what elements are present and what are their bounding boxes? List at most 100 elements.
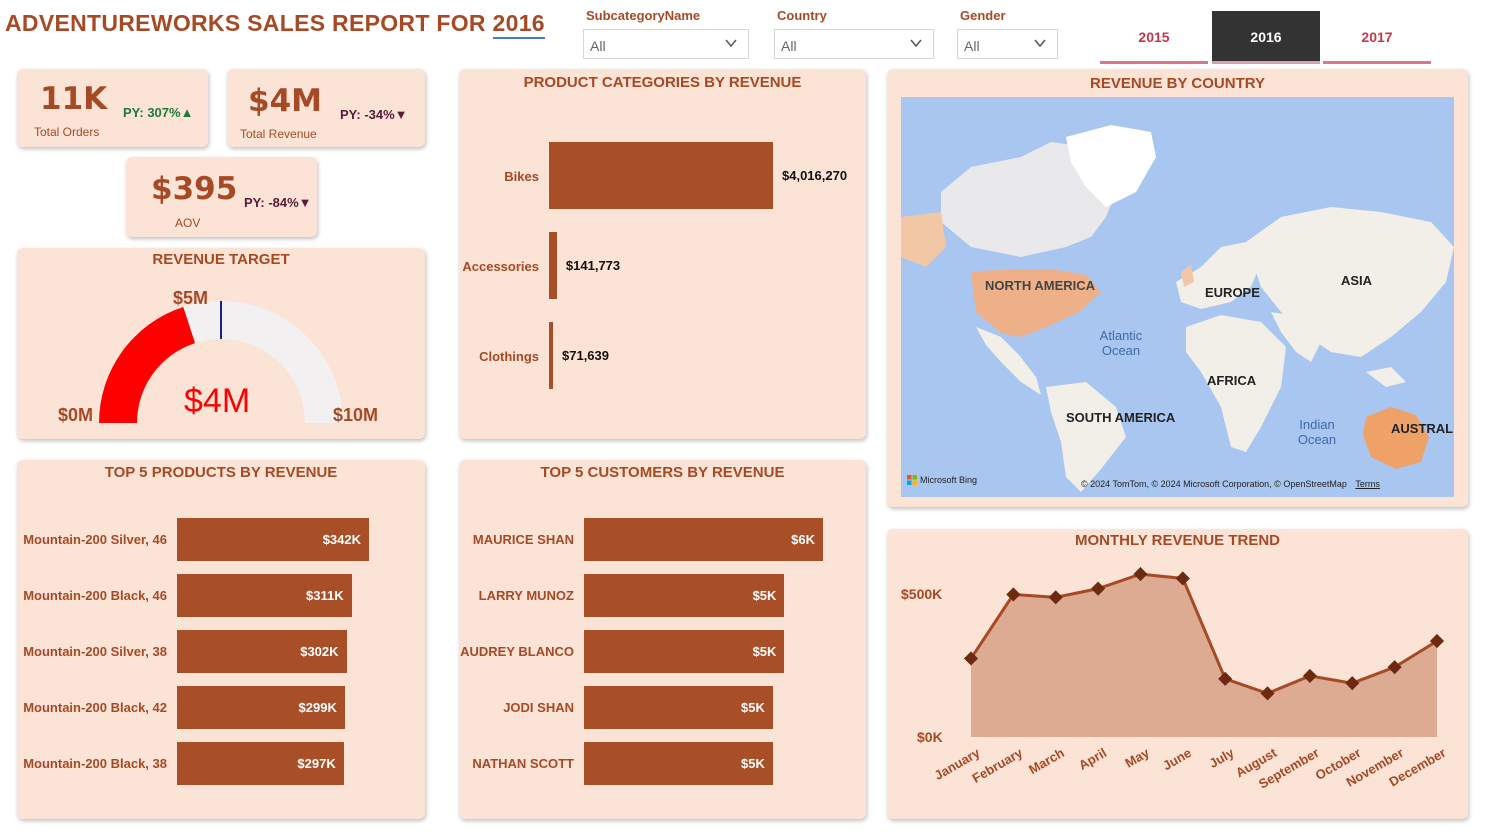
gauge-min-label: $0M (58, 405, 94, 425)
gauge-target-label: $5M (173, 288, 209, 308)
trend-line (969, 572, 1438, 695)
product-label: Mountain-200 Silver, 46 (23, 532, 167, 547)
customer-bar[interactable] (584, 518, 823, 561)
year-tab-2017[interactable]: 2017 (1323, 11, 1431, 64)
subcategory-filter-label: SubcategoryName (586, 8, 701, 23)
customer-label: AUDREY BLANCO (460, 644, 574, 659)
world-map[interactable]: NORTH AMERICA EUROPE ASIA AFRICA SOUTH A… (901, 97, 1454, 497)
category-value-label: $141,773 (565, 258, 621, 273)
year-tab-2016[interactable]: 2016 (1212, 11, 1320, 64)
country-dropdown[interactable]: All (774, 29, 934, 59)
product-categories-card: PRODUCT CATEGORIES BY REVENUE Bikes $4,01… (459, 69, 866, 439)
kpi-aov-py-text: PY: -84% (244, 195, 299, 210)
trend-point[interactable] (1006, 587, 1021, 602)
country-filter-label: Country (777, 8, 827, 23)
category-label: Clothings (479, 349, 539, 364)
top-customers-title: TOP 5 CUSTOMERS BY REVENUE (540, 464, 785, 481)
kpi-aov-value: $395 (151, 171, 238, 207)
map-label-australia: AUSTRALI (1391, 421, 1454, 436)
bing-logo: Microsoft Bing (907, 475, 977, 485)
category-bar[interactable] (549, 322, 553, 389)
trend-point[interactable] (1429, 633, 1445, 649)
chevron-down-icon (909, 36, 923, 53)
country-filter: Country All (774, 8, 934, 59)
product-label: Mountain-200 Silver, 38 (23, 644, 167, 659)
product-bar[interactable] (177, 574, 352, 617)
customer-value-label: $5K (752, 644, 777, 659)
top-products-title: TOP 5 PRODUCTS BY REVENUE (104, 464, 338, 481)
kpi-aov-py: PY: -84%▼ (244, 195, 312, 210)
product-bar[interactable] (177, 630, 347, 673)
product-value-label: $342K (322, 532, 361, 547)
category-label: Accessories (462, 259, 539, 274)
y-tick-label: $0K (917, 729, 943, 745)
report-title-year: 2016 (492, 10, 545, 39)
trend-point[interactable] (1387, 660, 1402, 675)
customer-value-label: $5K (752, 588, 777, 603)
y-tick-label: $500K (901, 586, 943, 602)
map-label-europe: EUROPE (1205, 285, 1260, 300)
report-title-prefix: ADVENTUREWORKS SALES REPORT FOR (5, 10, 486, 36)
subcategory-dropdown-value: All (590, 38, 606, 54)
revenue-target-title: REVENUE TARGET (152, 251, 290, 268)
bing-logo-text: Microsoft Bing (920, 475, 978, 485)
product-value-label: $299K (298, 700, 337, 715)
product-categories-title: PRODUCT CATEGORIES BY REVENUE (523, 74, 802, 91)
kpi-revenue-py: PY: -34%▼ (340, 107, 408, 122)
year-tab-2015[interactable]: 2015 (1100, 11, 1208, 64)
microsoft-logo-icon (907, 475, 917, 485)
arrow-down-icon: ▼ (298, 195, 312, 210)
kpi-revenue-label: Total Revenue (240, 127, 317, 141)
report-title: ADVENTUREWORKS SALES REPORT FOR 2016 (5, 10, 545, 39)
kpi-revenue-value: $4M (248, 83, 322, 119)
kpi-orders-py: PY: 307%▲ (123, 105, 193, 120)
product-bar[interactable] (177, 518, 369, 561)
category-label: Bikes (504, 169, 539, 184)
customer-bar[interactable] (584, 686, 773, 729)
customer-label: LARRY MUNOZ (478, 588, 574, 603)
monthly-revenue-trend-title: MONTHLY REVENUE TREND (1074, 532, 1281, 549)
map-terms-link[interactable]: Terms (1355, 479, 1380, 489)
map-label-north-america: NORTH AMERICA (985, 278, 1096, 293)
kpi-total-revenue: $4M Total Revenue PY: -34%▼ (227, 69, 425, 147)
customer-bar[interactable] (584, 574, 785, 617)
product-value-label: $297K (297, 756, 336, 771)
map-label-atlantic-ocean: Atlantic Ocean (1099, 328, 1143, 358)
trend-point[interactable] (963, 651, 979, 666)
category-bar[interactable] (549, 232, 557, 299)
country-dropdown-value: All (781, 38, 797, 54)
product-value-label: $302K (300, 644, 339, 659)
map-copyright-text: © 2024 TomTom, © 2024 Microsoft Corporat… (1081, 479, 1347, 489)
product-bar[interactable] (177, 686, 345, 729)
product-bar[interactable] (177, 742, 344, 785)
revenue-target-card: REVENUE TARGET $0M $10M $5M $4M (17, 248, 425, 439)
arrow-up-icon: ▲ (180, 105, 194, 120)
revenue-gauge (99, 301, 343, 423)
category-bar[interactable] (549, 142, 773, 209)
customer-bar[interactable] (584, 630, 785, 673)
kpi-orders-value: 11K (40, 81, 108, 117)
map-label-south-america: SOUTH AMERICA (1066, 410, 1176, 425)
customer-label: JODI SHAN (503, 700, 574, 715)
monthly-revenue-trend-card: MONTHLY REVENUE TREND $500K $0K January F… (887, 529, 1468, 819)
customer-bar[interactable] (584, 742, 773, 785)
customer-value-label: $5K (741, 756, 765, 771)
gender-dropdown-value: All (964, 38, 980, 54)
revenue-by-country-card: REVENUE BY COUNTRY (887, 69, 1468, 507)
trend-point[interactable] (1345, 676, 1360, 691)
world-map-graphic (901, 125, 1454, 492)
kpi-orders-py-text: PY: 307% (123, 105, 181, 120)
subcategory-dropdown[interactable]: All (583, 29, 749, 59)
monthly-revenue-chart (963, 567, 1445, 737)
revenue-by-country-title: REVENUE BY COUNTRY (1089, 75, 1266, 92)
subcategory-filter: SubcategoryName All (583, 8, 749, 59)
map-label-indian-ocean: Indian Ocean (1297, 417, 1337, 447)
gender-filter-label: Gender (960, 8, 1006, 23)
kpi-orders-label: Total Orders (34, 125, 100, 139)
trend-point[interactable] (1048, 590, 1063, 605)
arrow-down-icon: ▼ (394, 107, 408, 122)
map-label-africa: AFRICA (1207, 373, 1257, 388)
gender-dropdown[interactable]: All (957, 29, 1058, 59)
chevron-down-icon (724, 36, 738, 53)
kpi-aov: $395 AOV PY: -84%▼ (126, 157, 317, 237)
